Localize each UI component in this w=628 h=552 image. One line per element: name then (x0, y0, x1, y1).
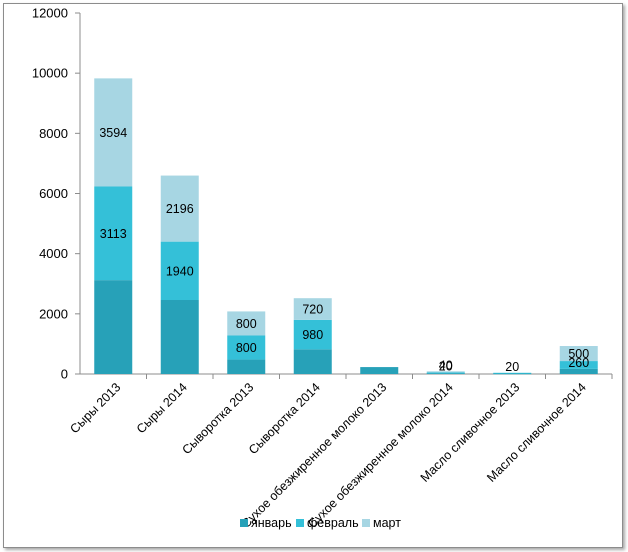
bar-segment[interactable] (493, 372, 532, 374)
legend-label: февраль (307, 516, 359, 530)
bar-segment[interactable] (160, 241, 199, 300)
data-label: 260 (568, 356, 589, 370)
data-label: 2196 (166, 202, 194, 216)
bar-segment[interactable] (360, 367, 399, 374)
bar-segment[interactable] (293, 349, 332, 374)
legend-label: март (373, 516, 401, 530)
y-tick-label: 6000 (39, 186, 68, 201)
y-tick-label: 8000 (39, 126, 68, 141)
bar-segment[interactable] (426, 371, 465, 373)
legend-swatch (296, 519, 304, 527)
y-tick-label: 4000 (39, 246, 68, 261)
bar-segment[interactable] (94, 78, 133, 187)
category-label: Сыры 2013 (67, 380, 123, 436)
bar-segment[interactable] (293, 298, 332, 320)
data-label: 980 (302, 328, 323, 342)
data-label: 720 (302, 303, 323, 317)
bar-segment[interactable] (559, 346, 598, 362)
y-tick-label: 0 (61, 367, 68, 382)
category-label: Сухое обезжиренное молоко 2014 (305, 380, 456, 531)
legend-swatch (362, 519, 370, 527)
y-tick-label: 2000 (39, 306, 68, 321)
data-label: 3594 (99, 126, 127, 140)
bar-segment[interactable] (493, 373, 532, 375)
legend-swatch (240, 519, 248, 527)
legend-label: январь (251, 516, 292, 530)
data-label: 1940 (166, 264, 194, 278)
bar-segment[interactable] (559, 368, 598, 374)
category-label: Сыры 2014 (134, 380, 190, 436)
bar-segment[interactable] (426, 372, 465, 374)
data-label: 500 (568, 347, 589, 361)
category-label: Сыворотка 2013 (179, 380, 256, 457)
data-label: 3113 (100, 227, 127, 241)
bar-segment[interactable] (227, 311, 266, 336)
data-label: 800 (236, 341, 257, 355)
y-tick-label: 10000 (32, 66, 68, 81)
data-label: 40 (439, 358, 453, 372)
data-label: 800 (236, 317, 257, 331)
category-label: Сухое обезжиренное молоко 2013 (239, 380, 390, 531)
y-tick-label: 12000 (32, 6, 68, 21)
bar-segment[interactable] (426, 373, 465, 374)
data-label: 20 (505, 360, 519, 374)
bar-segment[interactable] (227, 359, 266, 374)
bar-segment[interactable] (160, 175, 199, 242)
bar-segment[interactable] (227, 335, 266, 360)
data-label: 20 (439, 359, 453, 373)
bar-segment[interactable] (94, 280, 133, 374)
bar-segment[interactable] (293, 319, 332, 350)
bar-segment[interactable] (94, 186, 133, 281)
category-label: Сыворотка 2014 (246, 380, 323, 457)
bar-segment[interactable] (559, 361, 598, 369)
bar-segment[interactable] (160, 299, 199, 374)
